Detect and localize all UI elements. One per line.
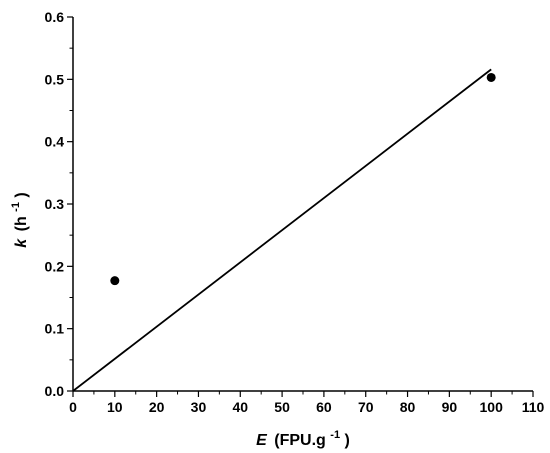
y-axis-unit-sup: -1 (10, 202, 22, 212)
x-tick-label: 50 (274, 399, 290, 415)
y-axis-var: k (13, 238, 30, 248)
x-tick-label: 110 (522, 399, 545, 415)
x-axis-unit: (FPU.g (274, 432, 326, 449)
y-tick-label: 0.3 (45, 196, 65, 212)
y-axis-label: k (h -1 ) (6, 192, 30, 247)
x-axis-unit-sup: -1 (330, 429, 340, 441)
y-tick-label: 0.5 (45, 71, 65, 87)
x-tick-label: 60 (316, 399, 332, 415)
x-tick-label: 40 (232, 399, 248, 415)
x-tick-label: 70 (358, 399, 374, 415)
x-tick-label: 80 (400, 399, 416, 415)
x-axis-unit-close: ) (345, 432, 350, 449)
x-tick-label: 20 (149, 399, 165, 415)
marks (72, 68, 496, 392)
x-tick-label: 30 (191, 399, 207, 415)
data-point (486, 72, 496, 82)
x-tick-label: 100 (480, 399, 504, 415)
y-axis-unit-close: ) (13, 192, 30, 197)
x-tick-label: 10 (107, 399, 123, 415)
y-tick-label: 0.0 (45, 383, 65, 399)
fit-line (72, 68, 492, 392)
y-tick-label: 0.6 (45, 9, 65, 25)
y-axis-unit: (h (13, 216, 30, 231)
y-tick-label: 0.2 (45, 258, 65, 274)
data-point (110, 276, 120, 286)
x-tick-label: 90 (442, 399, 458, 415)
y-tick-label: 0.1 (45, 321, 65, 337)
x-tick-label: 0 (69, 399, 77, 415)
x-axis-label: E (FPU.g -1 ) (256, 425, 350, 449)
y-tick-label: 0.4 (45, 134, 65, 150)
ticks: 0 10 20 30 40 50 60 70 80 90 100 110 0.0 0.1 0.2 0.3 0.4… (45, 9, 545, 415)
axes (72, 17, 533, 392)
x-axis-var: E (256, 432, 268, 449)
